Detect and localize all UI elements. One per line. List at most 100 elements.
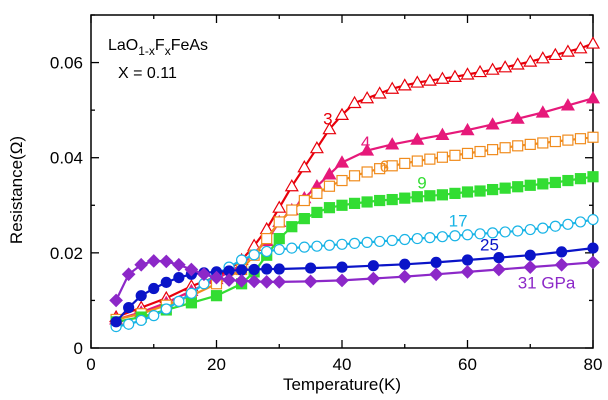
series-9-point xyxy=(424,190,436,202)
series-4-point xyxy=(322,167,337,180)
series-17-point xyxy=(261,245,273,258)
series-9-point xyxy=(361,196,373,208)
series-25-point xyxy=(160,276,172,288)
series-25-point xyxy=(261,263,273,275)
series-9-point xyxy=(487,183,499,196)
series-9-point xyxy=(512,181,524,193)
series-25-point xyxy=(524,249,536,261)
series-6-point xyxy=(361,166,373,178)
compound-sub-1: 1-x xyxy=(138,44,155,58)
series-31-gpa-point xyxy=(184,262,199,277)
series-31-gpa-point xyxy=(397,269,412,284)
series-9-point xyxy=(411,191,423,203)
series-25-point xyxy=(123,301,135,314)
series-31-gpa-point xyxy=(197,267,211,282)
series-6-point xyxy=(562,134,574,146)
series-3-point xyxy=(435,71,450,84)
series-31-gpa-point xyxy=(586,255,600,270)
series-25-label: 25 xyxy=(480,235,499,254)
doping-annotation: X = 0.11 xyxy=(118,65,177,82)
series-31-gpa-point xyxy=(366,271,381,286)
series-31-gpa-point xyxy=(209,270,224,285)
series-6-point xyxy=(298,194,310,207)
x-tick-label: 40 xyxy=(333,355,352,374)
series-17-point xyxy=(411,232,423,245)
series-31-gpa-point xyxy=(172,257,186,272)
series-4-point xyxy=(560,98,575,111)
series-3-point xyxy=(322,121,337,135)
series-17-point xyxy=(424,232,436,244)
series-25-point xyxy=(336,261,348,273)
series-25-point xyxy=(236,264,248,276)
series-3-point xyxy=(309,140,324,154)
series-17-point xyxy=(562,218,574,230)
series-4-point xyxy=(535,105,550,118)
series-17-point xyxy=(524,223,536,236)
series-31-gpa xyxy=(109,254,600,308)
series-17-point xyxy=(173,295,185,307)
series-6-point xyxy=(449,149,461,161)
series-6-line xyxy=(115,136,594,321)
series-17-point xyxy=(135,314,147,327)
series-3-point xyxy=(297,160,312,173)
series-31-gpa-point xyxy=(146,254,161,268)
series-3-point xyxy=(360,91,375,104)
series-31-gpa-point xyxy=(303,274,318,289)
series-25-point xyxy=(493,252,505,264)
series-3-point xyxy=(485,62,500,75)
series-17-point xyxy=(185,287,197,299)
series-4-point xyxy=(360,143,375,156)
series-6-point xyxy=(474,145,486,158)
series-6-point xyxy=(273,216,285,228)
series-17-point xyxy=(361,236,373,248)
series-25-point xyxy=(305,262,317,274)
series-6-point xyxy=(336,174,348,187)
series-17-point xyxy=(549,220,561,232)
x-axis-title: Temperature(K) xyxy=(283,375,401,394)
series-17-point xyxy=(286,242,298,254)
series-3-point xyxy=(385,81,400,94)
series-6-point xyxy=(411,155,423,167)
series-31-gpa-point xyxy=(492,262,506,277)
series-3-point xyxy=(585,36,601,49)
series-9-point xyxy=(286,221,298,233)
series-25-point xyxy=(173,271,185,284)
series-31-gpa-point xyxy=(222,273,236,287)
series-6-point xyxy=(386,160,398,172)
series-9-point xyxy=(399,192,411,204)
series-6-label: 6 xyxy=(380,157,389,176)
series-3-point xyxy=(498,60,513,73)
series-17-point xyxy=(499,226,511,238)
series-17-point xyxy=(436,231,448,243)
series-17-point xyxy=(449,230,461,242)
series-6-point xyxy=(436,151,448,163)
series-4-point xyxy=(510,111,525,124)
series-4-point xyxy=(435,127,450,140)
series-9-point xyxy=(185,297,197,309)
series-9-point xyxy=(587,171,599,183)
series-9 xyxy=(110,171,599,328)
series-6-point xyxy=(574,133,587,145)
x-tick-label: 20 xyxy=(207,355,226,374)
series-6-point xyxy=(424,153,436,165)
y-tick-label: 0.06 xyxy=(50,54,83,73)
series-31-gpa-point xyxy=(554,257,569,272)
series-25-point xyxy=(461,254,474,266)
x-tick-label: 0 xyxy=(86,355,95,374)
y-axis-title: Resistance(Ω) xyxy=(7,136,26,244)
compound-end: FeAs xyxy=(171,37,208,54)
series-3-point xyxy=(548,47,563,61)
series-17-point xyxy=(461,229,474,241)
series-17-point xyxy=(123,318,135,330)
series-17-point xyxy=(386,234,398,247)
series-6-point xyxy=(323,180,336,192)
series-31-gpa-point xyxy=(259,275,274,289)
series-25 xyxy=(110,242,599,328)
series-25-point xyxy=(587,242,599,254)
series-3-point xyxy=(535,51,550,64)
series-3-point xyxy=(510,57,525,70)
series-9-line xyxy=(115,175,594,323)
series-31-gpa-point xyxy=(121,267,136,282)
series-4-point xyxy=(410,132,425,145)
series-4-point xyxy=(334,155,350,168)
